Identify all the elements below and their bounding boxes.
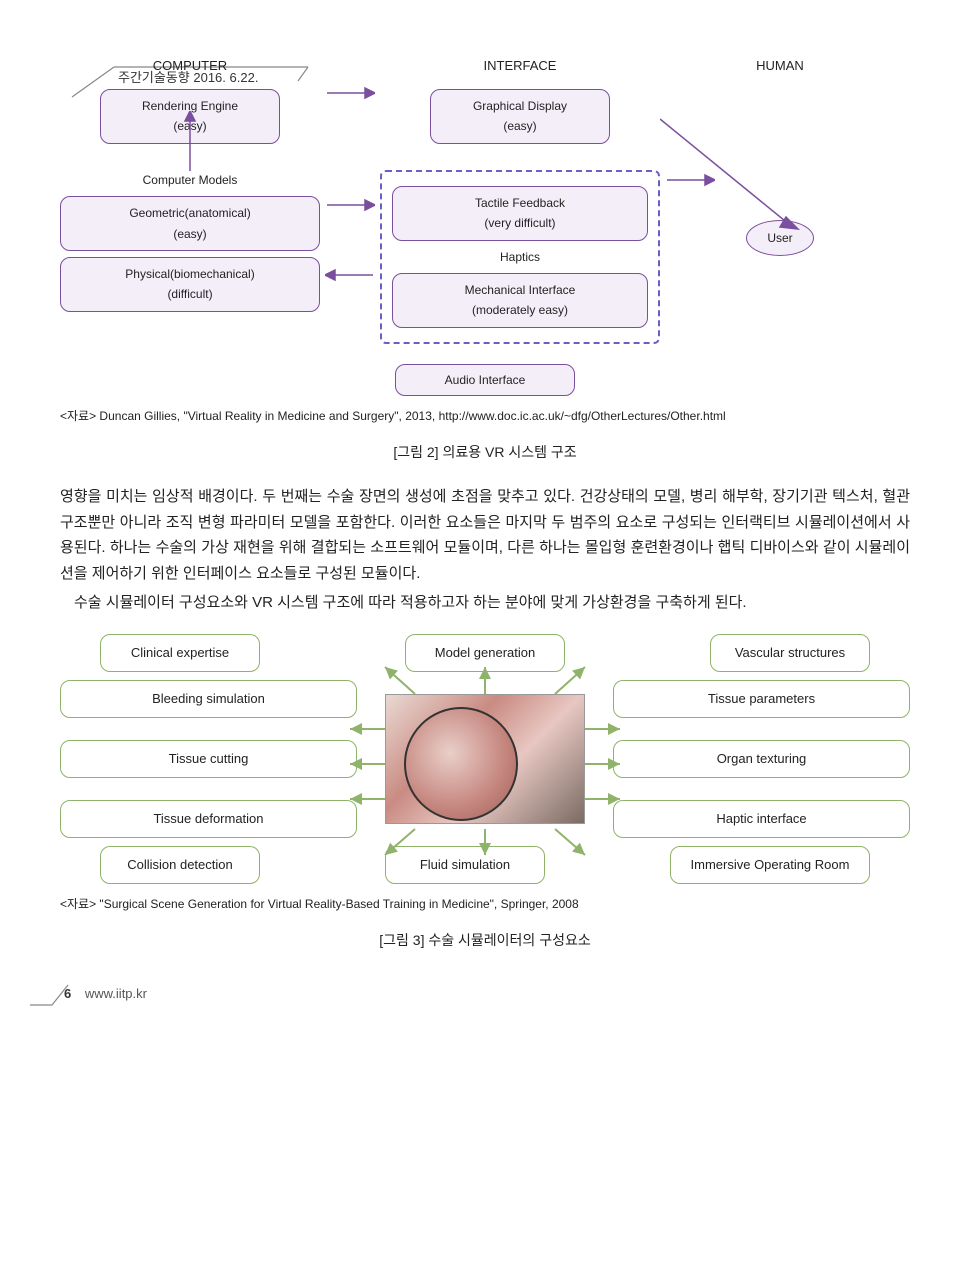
col-computer: COMPUTER bbox=[60, 55, 320, 77]
diagram1-source: <자료> Duncan Gillies, "Virtual Reality in… bbox=[60, 406, 910, 426]
arrow-icon bbox=[325, 83, 375, 103]
node-tactile-sub: (very difficult) bbox=[403, 213, 637, 233]
node-collision: Collision detection bbox=[100, 846, 260, 884]
node-physical: Physical(biomechanical) (difficult) bbox=[60, 257, 320, 312]
haptics-group: Tactile Feedback (very difficult) Haptic… bbox=[380, 170, 660, 344]
arrow-icon bbox=[325, 265, 375, 285]
node-mech-title: Mechanical Interface bbox=[403, 280, 637, 300]
center-surgery-image bbox=[385, 694, 585, 824]
node-ior: Immersive Operating Room bbox=[670, 846, 870, 884]
node-tissue-param: Tissue parameters bbox=[613, 680, 910, 718]
arrow-icon bbox=[180, 111, 200, 181]
diagram2-source: <자료> "Surgical Scene Generation for Virt… bbox=[60, 894, 910, 914]
col-human: HUMAN bbox=[720, 55, 840, 77]
fig3-title: [그림 3] 수술 시뮬레이터의 구성요소 bbox=[60, 929, 910, 953]
node-graphical-title: Graphical Display bbox=[441, 96, 599, 116]
paragraph-2: 수술 시뮬레이터 구성요소와 VR 시스템 구조에 따라 적용하고자 하는 분야… bbox=[60, 590, 910, 616]
node-deform: Tissue deformation bbox=[60, 800, 357, 838]
haptics-label: Haptics bbox=[392, 247, 648, 267]
node-fluid: Fluid simulation bbox=[385, 846, 545, 884]
node-haptic: Haptic interface bbox=[613, 800, 910, 838]
node-model-gen: Model generation bbox=[405, 634, 565, 672]
diagram-simulator-components: Clinical expertise Model generation Vasc… bbox=[60, 634, 910, 884]
node-audio: Audio Interface bbox=[395, 364, 575, 396]
node-geometric: Geometric(anatomical) (easy) bbox=[60, 196, 320, 251]
arrow-icon bbox=[660, 115, 860, 275]
node-phys-title: Physical(biomechanical) bbox=[71, 264, 309, 284]
page-footer: 6 www.iitp.kr bbox=[60, 983, 910, 1013]
footer-site: www.iitp.kr bbox=[85, 986, 147, 1001]
node-phys-sub: (difficult) bbox=[71, 284, 309, 304]
arrow-icon bbox=[325, 195, 375, 215]
diagram-vr-system: COMPUTER INTERFACE HUMAN Rendering Engin… bbox=[60, 55, 910, 396]
col-interface: INTERFACE bbox=[380, 55, 660, 77]
node-graphical: Graphical Display (easy) bbox=[430, 89, 610, 144]
node-clinical: Clinical expertise bbox=[100, 634, 260, 672]
node-mech-sub: (moderately easy) bbox=[403, 300, 637, 320]
node-tactile: Tactile Feedback (very difficult) bbox=[392, 186, 648, 241]
node-graphical-sub: (easy) bbox=[441, 116, 599, 136]
paragraph-1: 영향을 미치는 임상적 배경이다. 두 번째는 수술 장면의 생성에 초점을 맞… bbox=[60, 484, 910, 586]
node-organ-tex: Organ texturing bbox=[613, 740, 910, 778]
node-bleeding: Bleeding simulation bbox=[60, 680, 357, 718]
node-geom-sub: (easy) bbox=[71, 224, 309, 244]
node-mechanical: Mechanical Interface (moderately easy) bbox=[392, 273, 648, 328]
page: 주간기술동향 2016. 6.22. COMPUTER INTERFACE HU… bbox=[60, 55, 910, 1013]
node-cutting: Tissue cutting bbox=[60, 740, 357, 778]
node-vascular: Vascular structures bbox=[710, 634, 870, 672]
fig2-title: [그림 2] 의료용 VR 시스템 구조 bbox=[60, 441, 910, 465]
node-tactile-title: Tactile Feedback bbox=[403, 193, 637, 213]
node-geom-title: Geometric(anatomical) bbox=[71, 203, 309, 223]
body-text: 영향을 미치는 임상적 배경이다. 두 번째는 수술 장면의 생성에 초점을 맞… bbox=[60, 484, 910, 616]
corner-ornament-bottom bbox=[28, 981, 78, 1007]
